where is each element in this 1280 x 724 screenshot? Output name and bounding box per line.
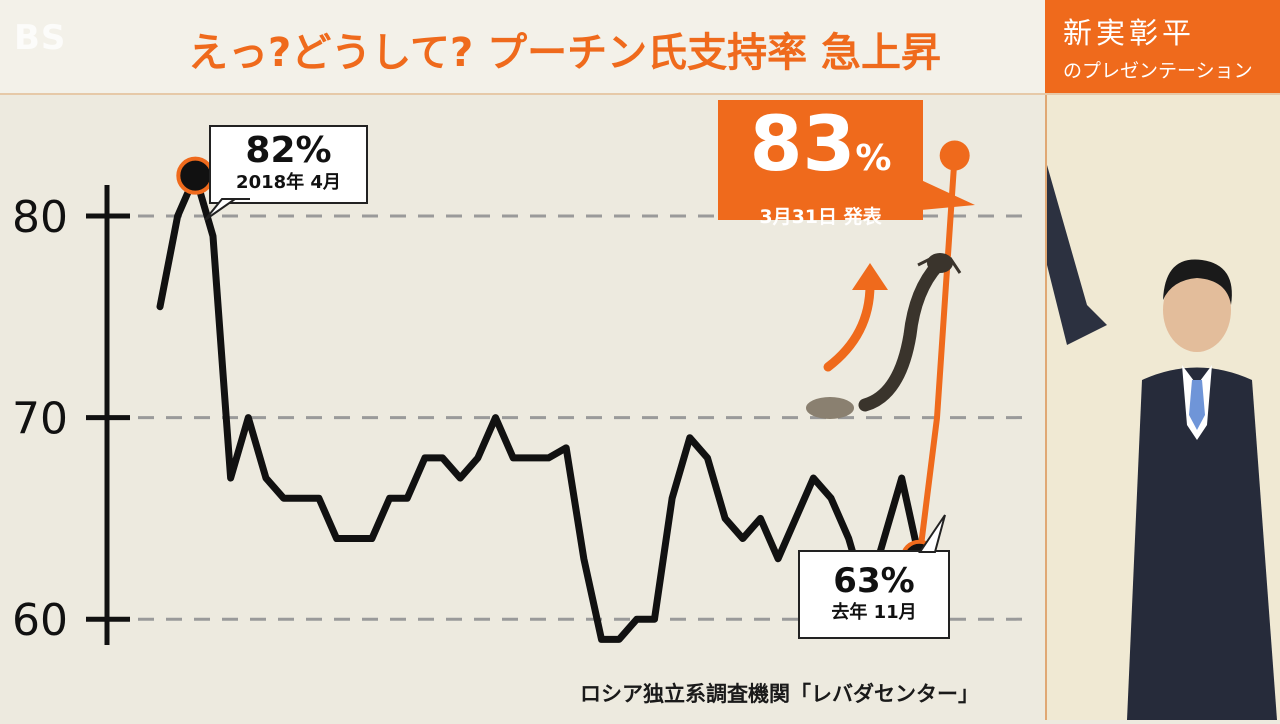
data-point-marker-2 — [939, 140, 970, 171]
presenter-tie — [1189, 380, 1205, 430]
callout-low-value: 63% — [833, 561, 915, 601]
presenter-head — [1163, 268, 1231, 352]
eel-illustration-icon — [806, 253, 962, 419]
presenter-arm — [1027, 165, 1107, 345]
callout-low-date: 去年 11月 — [831, 602, 917, 623]
series-layer — [156, 152, 958, 643]
callout-latest-date: 3月31日 発表 — [759, 206, 882, 228]
arrow-head-icon — [852, 263, 888, 290]
series-line-black — [156, 172, 923, 643]
callout-peak-value: 82% — [245, 130, 332, 171]
presenter-figure — [1013, 165, 1277, 720]
callout-latest: 83% 3月31日 発表 — [718, 99, 923, 228]
y-tick-label-80: 80 — [12, 192, 68, 243]
presenter-name: 新実彰平 — [1063, 16, 1196, 50]
presenter-suit — [1127, 367, 1277, 720]
series-line-orange — [916, 152, 958, 562]
presenter-hair — [1163, 259, 1232, 305]
channel-logo: BS — [14, 18, 67, 58]
chart-area: 60 70 80 82% 2018年 4月 63% 去年 11月 83% 3月31日… — [0, 95, 1045, 720]
callout-peak-date: 2018年 4月 — [236, 172, 341, 193]
up-arrow-icon — [823, 280, 875, 372]
headline: えっ?どうして? プーチン氏支持率 急上昇 — [188, 30, 942, 76]
callout-latest-value: 83 — [749, 99, 856, 188]
y-tick-label-70: 70 — [12, 394, 68, 445]
tick-layer: 60 70 80 — [12, 192, 130, 646]
presenter-banner: 新実彰平 のプレゼンテーション — [1045, 0, 1280, 95]
callout-latest-unit: % — [855, 138, 892, 179]
presenter-panel — [1013, 95, 1280, 720]
callout-low: 63% 去年 11月 — [798, 550, 950, 639]
y-tick-label-60: 60 — [12, 595, 68, 646]
presenter-subtitle: のプレゼンテーション — [1063, 60, 1253, 82]
source-credit: ロシア独立系調査機関「レバダセンター」 — [580, 682, 979, 706]
callout-peak: 82% 2018年 4月 — [209, 125, 368, 204]
data-point-marker-0 — [176, 156, 215, 195]
header-bar: BS えっ?どうして? プーチン氏支持率 急上昇 — [0, 0, 1045, 95]
